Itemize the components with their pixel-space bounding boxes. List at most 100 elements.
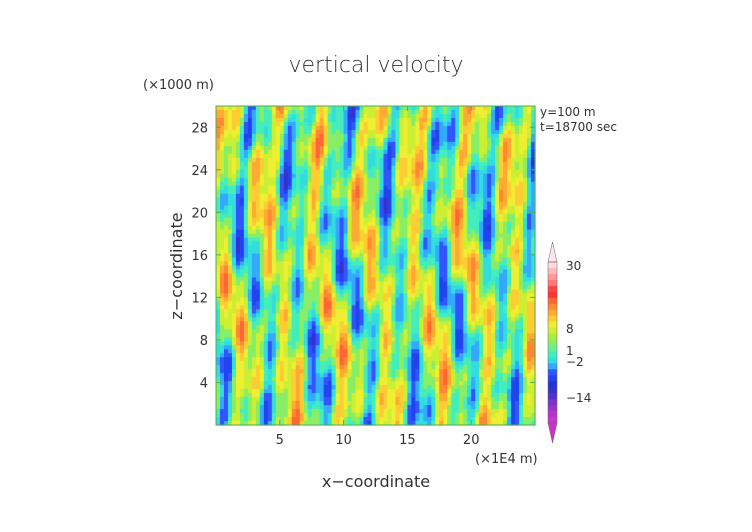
heatmap-cell [431, 245, 436, 251]
heatmap-cell [231, 106, 237, 111]
heatmap-cell [335, 205, 341, 211]
heatmap-cell [283, 333, 289, 338]
heatmap-cell [359, 421, 365, 426]
heatmap-cell [427, 405, 432, 410]
heatmap-cell [335, 229, 341, 235]
heatmap-cell [399, 237, 405, 243]
heatmap-cell [307, 205, 313, 211]
heatmap-cell [427, 321, 432, 326]
heatmap-cell [439, 273, 444, 279]
heatmap-cell [255, 205, 261, 211]
heatmap-cell [327, 106, 333, 111]
heatmap-cell [295, 149, 301, 155]
heatmap-cell [347, 217, 353, 223]
heatmap-cell [327, 121, 333, 127]
heatmap-cell [435, 157, 440, 163]
heatmap-cell [439, 349, 444, 354]
heatmap-cell [419, 141, 424, 147]
heatmap-cell [459, 385, 464, 390]
heatmap-cell [335, 381, 341, 386]
heatmap-cell [311, 257, 317, 263]
heatmap-cell [243, 249, 249, 255]
heatmap-cell [255, 177, 261, 183]
heatmap-cell [443, 193, 448, 199]
heatmap-cell [343, 145, 349, 151]
heatmap-cell [303, 329, 309, 334]
heatmap-cell [443, 301, 448, 306]
heatmap-cell [331, 321, 337, 326]
heatmap-cell [383, 261, 389, 267]
heatmap-cell [391, 257, 397, 263]
heatmap-cell [259, 341, 265, 346]
heatmap-cell [283, 229, 289, 235]
heatmap-cell [451, 273, 456, 279]
heatmap-cell [439, 129, 444, 135]
heatmap-cell [239, 169, 245, 175]
heatmap-cell [403, 157, 408, 163]
heatmap-cell [223, 273, 229, 279]
heatmap-cell [331, 281, 337, 287]
heatmap-cell [235, 209, 241, 215]
heatmap-cell [351, 193, 357, 199]
heatmap-cell [243, 321, 249, 326]
heatmap-cell [243, 361, 249, 366]
heatmap-cell [355, 269, 361, 275]
heatmap-cell [219, 165, 225, 171]
heatmap-cell [387, 245, 393, 251]
heatmap-cell [363, 257, 369, 263]
heatmap-cell [223, 209, 229, 215]
heatmap-cell [327, 321, 333, 326]
heatmap-cell [423, 285, 428, 291]
heatmap-cell [223, 337, 229, 342]
heatmap-cell [223, 253, 229, 259]
heatmap-cell [399, 369, 405, 374]
heatmap-cell [455, 205, 460, 211]
heatmap-cell [339, 373, 345, 378]
heatmap-cell [307, 117, 313, 123]
heatmap-cell [247, 353, 253, 358]
heatmap-cell [451, 209, 456, 215]
heatmap-cell [315, 353, 321, 358]
heatmap-cell [327, 201, 333, 207]
heatmap-cell [363, 365, 369, 370]
heatmap-cell [295, 281, 301, 287]
heatmap-cell [399, 193, 405, 199]
heatmap-cell [347, 281, 353, 287]
heatmap-cell [395, 237, 401, 243]
heatmap-cell [283, 409, 289, 414]
heatmap-cell [231, 333, 237, 338]
heatmap-cell [311, 305, 317, 310]
heatmap-cell [251, 377, 257, 382]
heatmap-cell [227, 389, 233, 394]
heatmap-cell [275, 193, 281, 199]
heatmap-cell [231, 285, 237, 291]
heatmap-cell [271, 109, 277, 115]
heatmap-cell [363, 109, 369, 115]
heatmap-cell [451, 161, 456, 167]
heatmap-cell [239, 269, 245, 275]
heatmap-cell [407, 106, 412, 111]
heatmap-cell [235, 313, 241, 318]
heatmap-cell [243, 113, 249, 119]
heatmap-cell [387, 221, 393, 227]
heatmap-cell [407, 173, 412, 179]
heatmap-cell [355, 161, 361, 167]
heatmap-cell [411, 373, 416, 378]
heatmap-cell [243, 301, 249, 306]
heatmap-cell [451, 169, 456, 175]
heatmap-cell [283, 285, 289, 291]
heatmap-cell [411, 269, 416, 275]
heatmap-cell [375, 117, 381, 123]
heatmap-cell [379, 345, 385, 350]
heatmap-cell [395, 369, 401, 374]
heatmap-cell [463, 141, 468, 147]
heatmap-cell [343, 201, 349, 207]
heatmap-cell [279, 349, 285, 354]
heatmap-cell [219, 269, 225, 275]
heatmap-cell [339, 229, 345, 235]
heatmap-cell [391, 229, 397, 235]
heatmap-cell [255, 129, 261, 135]
heatmap-cell [227, 245, 233, 251]
heatmap-cell [367, 293, 373, 298]
heatmap-cell [355, 273, 361, 279]
